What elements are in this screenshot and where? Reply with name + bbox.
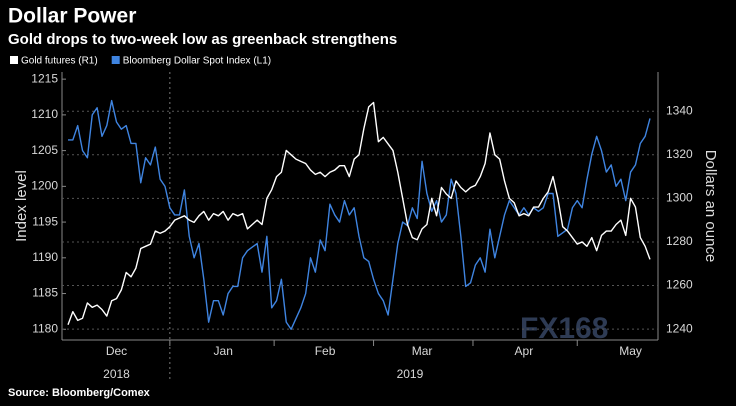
x-tick-label: Dec (106, 344, 127, 358)
y-tick-label: 1200 (31, 179, 58, 193)
legend-swatch (111, 56, 120, 64)
x-tick-label: Apr (515, 344, 534, 358)
chart-subtitle: Gold drops to two-week low as greenback … (8, 31, 397, 48)
y2-tick-label: 1300 (666, 191, 693, 205)
series-line (68, 99, 651, 330)
y-tick-label: 1215 (31, 71, 58, 85)
legend-label: Bloomberg Dollar Spot Index (L1) (123, 56, 271, 67)
y-tick-label: 1205 (31, 143, 58, 157)
y-tick-label: 1210 (31, 107, 58, 121)
x-tick-label: Mar (412, 344, 433, 358)
year-label: 2018 (103, 367, 130, 381)
chart-title: Dollar Power (8, 5, 136, 28)
y2-tick-label: 1260 (666, 278, 693, 292)
legend-swatch (10, 56, 18, 64)
y2-tick-label: 1320 (666, 147, 693, 161)
y-axis-label: Index level (13, 170, 30, 242)
year-label: 2019 (397, 367, 424, 381)
series-line (67, 101, 651, 325)
y-tick-label: 1190 (32, 250, 58, 264)
y2-tick-label: 1240 (666, 321, 693, 335)
x-tick-label: May (619, 344, 642, 358)
y-tick-label: 1185 (32, 286, 58, 300)
y2-tick-label: 1340 (666, 103, 693, 117)
y2-tick-label: 1280 (666, 234, 693, 248)
legend-label: Gold futures (R1) (21, 56, 98, 67)
source: Source: Bloomberg/Comex (8, 387, 151, 399)
y-tick-label: 1180 (32, 321, 58, 335)
y2-axis-label: Dollars an ounce (702, 150, 719, 263)
x-tick-label: Jan (214, 344, 233, 358)
y-tick-label: 1195 (32, 214, 58, 228)
x-tick-label: Feb (315, 344, 336, 358)
watermark: FX168 (520, 312, 608, 345)
